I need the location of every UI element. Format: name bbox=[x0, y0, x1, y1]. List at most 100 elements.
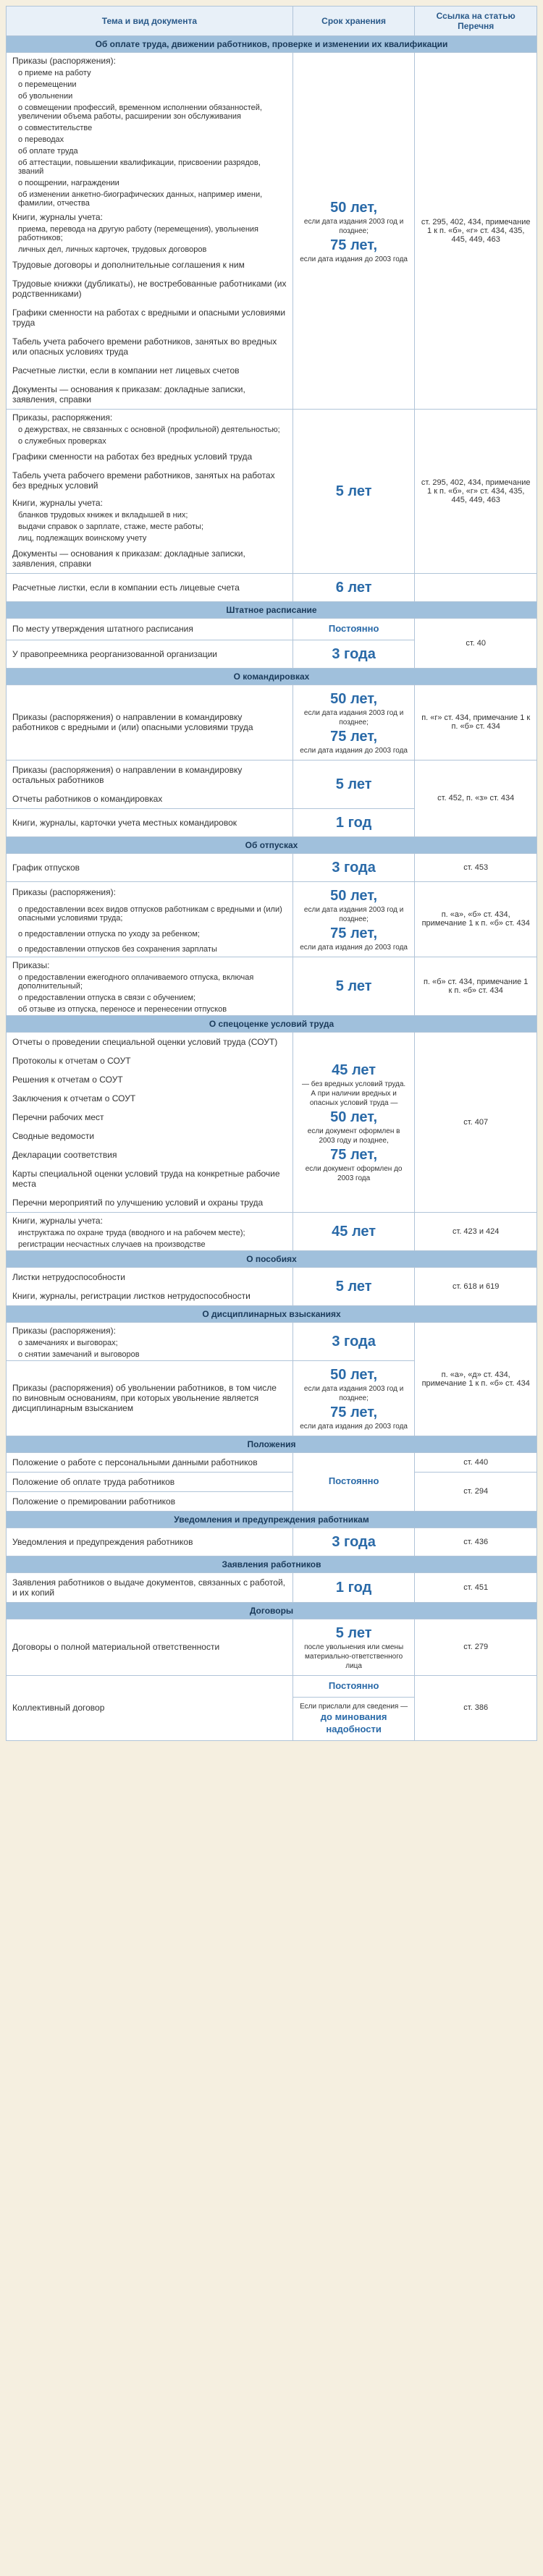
topic-cell: Приказы (распоряжения): bbox=[7, 53, 293, 68]
ref-cell: ст. 40 bbox=[415, 619, 537, 669]
topic-cell: Расчетные листки, если в компании есть л… bbox=[7, 574, 293, 602]
ref-cell: п. «а», «б» ст. 434, примечание 1 к п. «… bbox=[415, 881, 537, 957]
ref-cell: ст. 451 bbox=[415, 1572, 537, 1602]
term-text: 45 лет bbox=[299, 1061, 409, 1080]
term-text: 75 лет, bbox=[299, 1403, 409, 1422]
topic-cell: По месту утверждения штатного расписания bbox=[7, 619, 293, 640]
topic-cell: Карты специальной оценки условий труда н… bbox=[7, 1164, 293, 1193]
topic-cell: Трудовые договоры и дополнительные согла… bbox=[7, 255, 293, 274]
topic-cell: об оплате труда bbox=[7, 145, 293, 157]
term-cell: 50 лет,если дата издания 2003 год и позд… bbox=[292, 53, 415, 410]
term-cell: 1 год bbox=[292, 1572, 415, 1602]
retention-table: Тема и вид документа Срок хранения Ссылк… bbox=[6, 6, 537, 1741]
term-cell: 3 года bbox=[292, 1528, 415, 1556]
topic-cell: Листки нетрудоспособности bbox=[7, 1267, 293, 1287]
term-text: 50 лет, bbox=[299, 1108, 409, 1127]
topic-cell: о совместительстве bbox=[7, 122, 293, 134]
topic-cell: об отзыве из отпуска, переносе и перенес… bbox=[7, 1004, 293, 1016]
topic-cell: о предоставлении отпусков без сохранения… bbox=[7, 941, 293, 957]
topic-cell: инструктажа по охране труда (вводного и … bbox=[7, 1227, 293, 1239]
topic-cell: о совмещении профессий, временном исполн… bbox=[7, 102, 293, 122]
topic-cell: Документы — основания к приказам: доклад… bbox=[7, 544, 293, 574]
topic-cell: Приказы (распоряжения): bbox=[7, 1322, 293, 1337]
term-text: если документ оформлен до 2003 года bbox=[299, 1164, 409, 1183]
topic-cell: Графики сменности на работах с вредными … bbox=[7, 303, 293, 332]
term-cell: 50 лет,если дата издания 2003 год и позд… bbox=[292, 1360, 415, 1436]
term-text: 3 года bbox=[299, 858, 409, 877]
topic-cell: о поощрении, награждении bbox=[7, 177, 293, 189]
topic-cell: Положение о работе с персональными данны… bbox=[7, 1452, 293, 1472]
topic-cell: личных дел, личных карточек, трудовых до… bbox=[7, 244, 293, 255]
term-cell: 45 лет bbox=[292, 1212, 415, 1250]
term-text: 50 лет, bbox=[299, 198, 409, 217]
ref-cell: п. «г» ст. 434, примечание 1 к п. «б» ст… bbox=[415, 685, 537, 760]
topic-cell: Книги, журналы учета: bbox=[7, 209, 293, 224]
topic-cell: о предоставлении отпуска по уходу за реб… bbox=[7, 927, 293, 942]
term-cell: 50 лет,если дата издания 2003 год и позд… bbox=[292, 685, 415, 760]
ref-cell: ст. 423 и 424 bbox=[415, 1212, 537, 1250]
term-text: если дата издания до 2003 года bbox=[299, 746, 409, 755]
term-cell: Постоянно bbox=[292, 1675, 415, 1697]
topic-cell: Приказы (распоряжения): bbox=[7, 881, 293, 900]
topic-cell: Коллективный договор bbox=[7, 1675, 293, 1740]
topic-cell: приема, перевода на другую работу (перем… bbox=[7, 224, 293, 244]
ref-cell: ст. 295, 402, 434, примечание 1 к п. «б»… bbox=[415, 53, 537, 410]
section-header: Договоры bbox=[7, 1602, 537, 1619]
topic-cell: о предоставлении всех видов отпусков раб… bbox=[7, 901, 293, 927]
topic-cell: Книги, журналы учета: bbox=[7, 1212, 293, 1227]
term-text: 50 лет, bbox=[299, 1365, 409, 1384]
topic-cell: Табель учета рабочего времени работников… bbox=[7, 466, 293, 495]
ref-cell: п. «а», «д» ст. 434, примечание 1 к п. «… bbox=[415, 1322, 537, 1436]
term-text: если дата издания до 2003 года bbox=[299, 943, 409, 952]
term-text: 45 лет bbox=[299, 1222, 409, 1241]
ref-cell: ст. 440 bbox=[415, 1452, 537, 1472]
topic-cell: Приказы: bbox=[7, 957, 293, 972]
term-text: Постоянно bbox=[299, 623, 409, 635]
term-cell: Если прислали для сведения —до минования… bbox=[292, 1697, 415, 1740]
term-cell: 6 лет bbox=[292, 574, 415, 602]
term-cell: 5 лет bbox=[292, 760, 415, 808]
term-text: Постоянно bbox=[299, 1475, 409, 1488]
term-text: если дата издания 2003 год и позднее; bbox=[299, 905, 409, 924]
topic-cell: о перемещении bbox=[7, 79, 293, 90]
section-header: Уведомления и предупреждения работникам bbox=[7, 1511, 537, 1528]
topic-cell: бланков трудовых книжек и вкладышей в ни… bbox=[7, 509, 293, 521]
topic-cell: о предоставлении отпуска в связи с обуче… bbox=[7, 992, 293, 1004]
topic-cell: Заключения к отчетам о СОУТ bbox=[7, 1089, 293, 1108]
topic-cell: о служебных проверках bbox=[7, 436, 293, 447]
header-term: Срок хранения bbox=[292, 7, 415, 36]
topic-cell: о замечаниях и выговорах; bbox=[7, 1337, 293, 1349]
topic-cell: Отчеты о проведении специальной оценки у… bbox=[7, 1032, 293, 1051]
topic-cell: о снятии замечаний и выговоров bbox=[7, 1349, 293, 1361]
ref-cell: ст. 294 bbox=[415, 1472, 537, 1511]
term-text: 3 года bbox=[299, 1332, 409, 1351]
term-text: — без вредных условий труда. А при налич… bbox=[299, 1080, 409, 1108]
topic-cell: Расчетные листки, если в компании нет ли… bbox=[7, 361, 293, 380]
term-text: если дата издания 2003 год и позднее; bbox=[299, 217, 409, 236]
ref-cell: п. «б» ст. 434, примечание 1 к п. «б» ст… bbox=[415, 957, 537, 1015]
term-cell: 5 лет bbox=[292, 957, 415, 1015]
topic-cell: Табель учета рабочего времени работников… bbox=[7, 332, 293, 361]
topic-cell: Графики сменности на работах без вредных… bbox=[7, 447, 293, 466]
header-topic: Тема и вид документа bbox=[7, 7, 293, 36]
topic-cell: о переводах bbox=[7, 134, 293, 145]
term-text: 1 год bbox=[299, 813, 409, 832]
term-text: 5 лет bbox=[299, 1624, 409, 1643]
term-text: 50 лет, bbox=[299, 886, 409, 905]
term-text: 75 лет, bbox=[299, 236, 409, 255]
term-text: 6 лет bbox=[299, 578, 409, 597]
term-cell: 5 летпосле увольнения или смены материал… bbox=[292, 1619, 415, 1675]
section-header: О командировках bbox=[7, 668, 537, 685]
topic-cell: Заявления работников о выдаче документов… bbox=[7, 1572, 293, 1602]
term-cell: 3 года bbox=[292, 1322, 415, 1360]
term-text: 3 года bbox=[299, 1533, 409, 1551]
topic-cell: У правопреемника реорганизованной органи… bbox=[7, 640, 293, 668]
term-text: 75 лет, bbox=[299, 924, 409, 943]
section-header: Об отпусках bbox=[7, 836, 537, 853]
topic-cell: Перечни мероприятий по улучшению условий… bbox=[7, 1193, 293, 1213]
term-text: 1 год bbox=[299, 1578, 409, 1597]
topic-cell: Книги, журналы, регистрации листков нетр… bbox=[7, 1287, 293, 1306]
term-cell: 45 лет— без вредных условий труда. А при… bbox=[292, 1032, 415, 1212]
term-text: 75 лет, bbox=[299, 1145, 409, 1164]
topic-cell: Положение об оплате труда работников bbox=[7, 1472, 293, 1491]
